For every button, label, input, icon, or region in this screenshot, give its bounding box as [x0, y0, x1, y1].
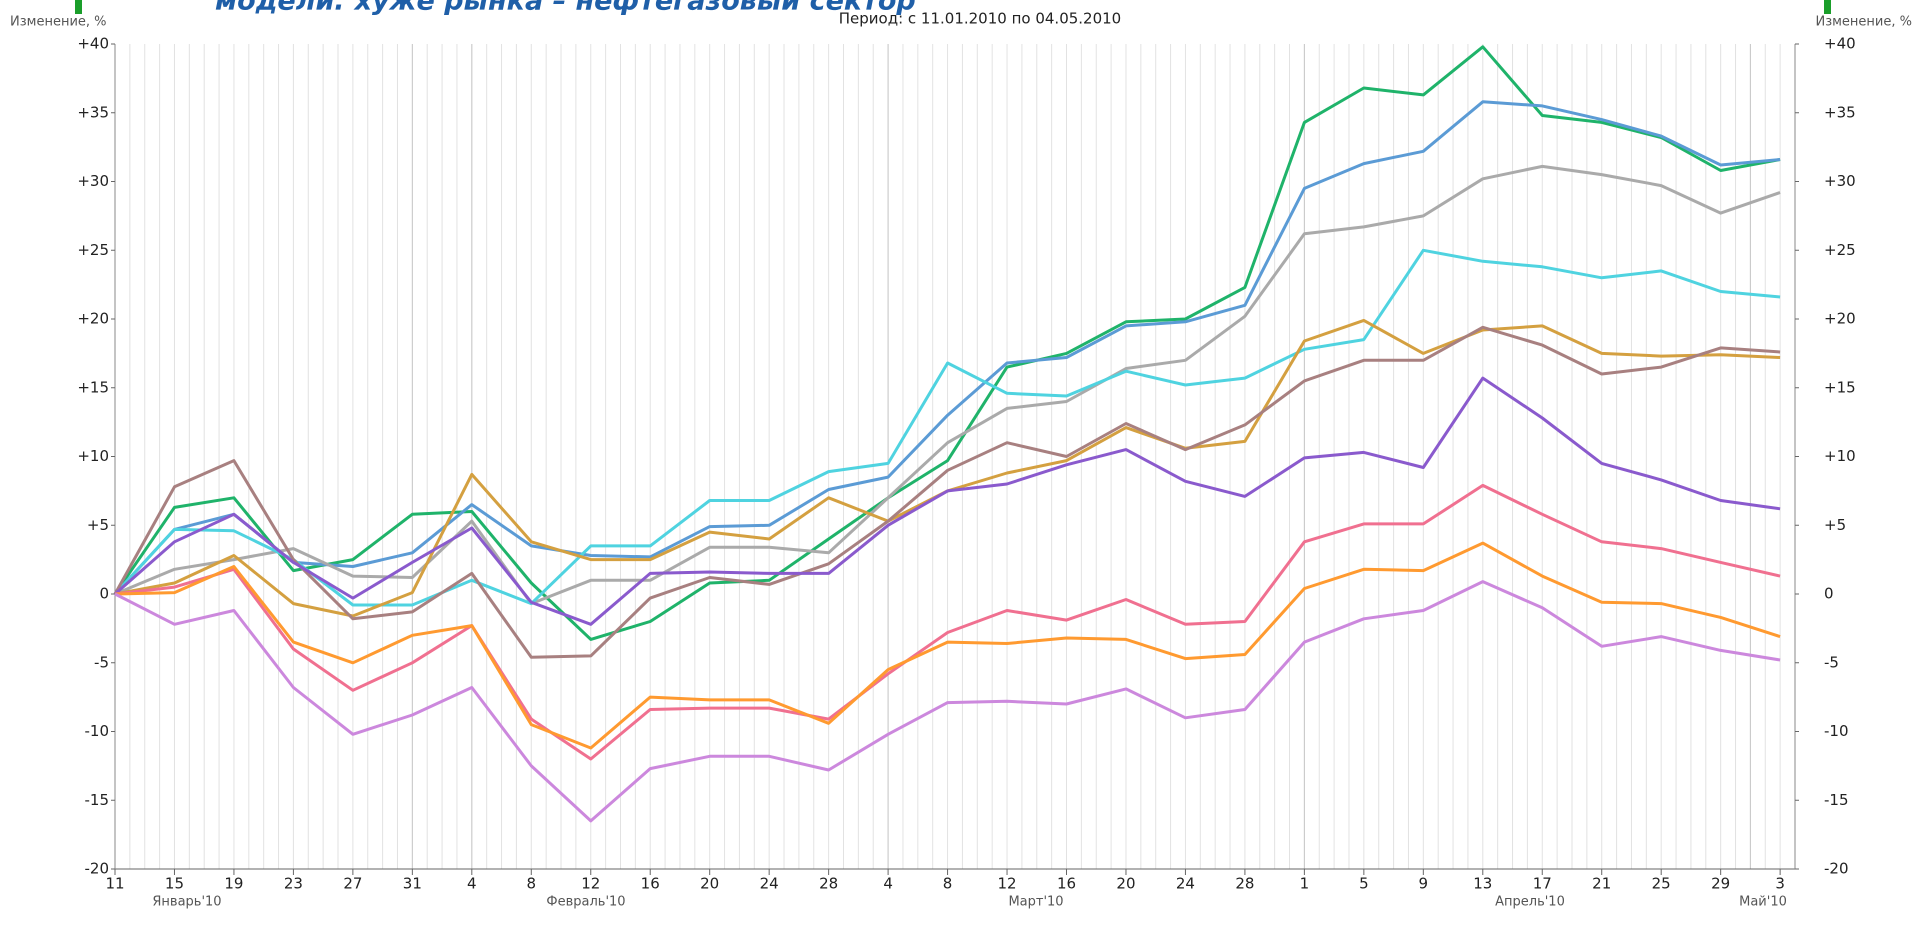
y2-axis-label: Изменение, %: [1815, 15, 1912, 30]
x-tick-label: 25: [1652, 875, 1671, 893]
y-tick-label: -10: [85, 722, 110, 740]
x-tick-label: 4: [883, 875, 893, 893]
y2-tick-label: +20: [1824, 310, 1856, 328]
x-tick-label: 19: [224, 875, 243, 893]
x-tick-label: 16: [641, 875, 660, 893]
x-tick-label: 11: [105, 875, 124, 893]
y2-tick-label: -5: [1824, 653, 1839, 671]
x-tick-label: 15: [165, 875, 184, 893]
series-line: [113, 325, 1781, 659]
series-line: [114, 376, 1781, 626]
y-tick-label: +5: [87, 516, 109, 534]
y-axis-label: Изменение, %: [10, 15, 107, 30]
y-tick-label: +10: [77, 447, 109, 465]
y2-tick-label: -10: [1824, 722, 1849, 740]
y2-tick-label: -15: [1824, 791, 1849, 809]
x-tick-label: 17: [1533, 875, 1552, 893]
x-tick-label: 20: [700, 875, 719, 893]
x-tick-label: 16: [1057, 875, 1076, 893]
x-tick-label: 1: [1300, 875, 1310, 893]
y-tick-label: -5: [94, 653, 109, 671]
month-label: Май'10: [1739, 895, 1787, 910]
x-tick-label: 13: [1473, 875, 1492, 893]
x-tick-label: 23: [284, 875, 303, 893]
month-label: Февраль'10: [546, 895, 625, 910]
y-tick-label: -15: [85, 791, 110, 809]
x-tick-label: 21: [1592, 875, 1611, 893]
y2-tick-label: +30: [1824, 172, 1856, 190]
corner-marker: [75, 0, 82, 14]
series-line: [113, 45, 1781, 641]
y-tick-label: +30: [77, 172, 109, 190]
x-tick-label: 9: [1419, 875, 1429, 893]
y-tick-label: -20: [85, 860, 110, 878]
series-line: [113, 248, 1781, 607]
y2-tick-label: 0: [1824, 585, 1834, 603]
x-tick-label: 27: [343, 875, 362, 893]
series-line: [114, 580, 1781, 823]
x-tick-label: 3: [1775, 875, 1785, 893]
series-line: [114, 483, 1781, 761]
x-tick-label: 12: [997, 875, 1016, 893]
y-tick-label: 0: [99, 585, 109, 603]
y2-tick-label: +40: [1824, 35, 1856, 53]
x-tick-label: 24: [1176, 875, 1195, 893]
y-tick-label: +25: [77, 241, 109, 259]
chart-title: модели: хуже рынка – нефтегазовый сектор: [215, 0, 916, 17]
series-line: [113, 100, 1781, 596]
x-tick-label: 4: [467, 875, 477, 893]
month-label: Январь'10: [152, 895, 221, 910]
x-tick-label: 5: [1359, 875, 1369, 893]
y-tick-label: +40: [77, 35, 109, 53]
y-tick-label: +15: [77, 378, 109, 396]
x-tick-label: 24: [760, 875, 779, 893]
y-tick-label: +20: [77, 310, 109, 328]
y2-tick-label: -20: [1824, 860, 1849, 878]
corner-marker: [1824, 0, 1831, 14]
x-tick-label: 8: [943, 875, 953, 893]
x-tick-label: 8: [527, 875, 537, 893]
x-tick-label: 31: [403, 875, 422, 893]
x-tick-label: 29: [1711, 875, 1730, 893]
x-tick-label: 20: [1116, 875, 1135, 893]
series-line: [114, 541, 1781, 750]
x-tick-label: 28: [819, 875, 838, 893]
x-tick-label: 28: [1235, 875, 1254, 893]
y2-tick-label: +10: [1824, 447, 1856, 465]
y2-tick-label: +25: [1824, 241, 1856, 259]
y2-tick-label: +5: [1824, 516, 1846, 534]
y2-tick-label: +15: [1824, 378, 1856, 396]
month-label: Март'10: [1008, 895, 1063, 910]
x-tick-label: 12: [581, 875, 600, 893]
chart-subtitle: Период: с 11.01.2010 по 04.05.2010: [839, 10, 1121, 28]
y-tick-label: +35: [77, 103, 109, 121]
month-label: Апрель'10: [1495, 895, 1565, 910]
series-line: [114, 164, 1781, 606]
y2-tick-label: +35: [1824, 103, 1856, 121]
